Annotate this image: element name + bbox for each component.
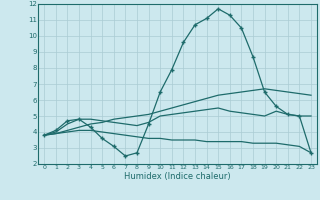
X-axis label: Humidex (Indice chaleur): Humidex (Indice chaleur) <box>124 172 231 181</box>
